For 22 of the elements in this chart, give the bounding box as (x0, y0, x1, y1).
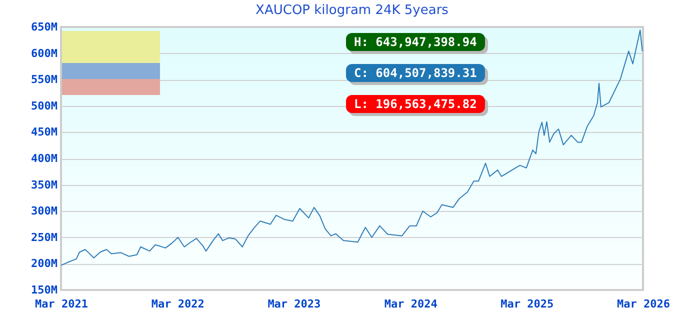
y-tick-label: 400M (31, 152, 58, 165)
x-tick-label: Mar 2022 (151, 298, 204, 310)
annotation: L: 196,563,475.82 (346, 95, 485, 113)
x-tick-label: Mar 2024 (384, 298, 438, 310)
annotation: C: 604,507,839.31 (346, 64, 485, 82)
y-tick-label: 300M (31, 204, 58, 218)
y-tick-label: 500M (31, 99, 58, 112)
y-tick-label: 150M (31, 284, 58, 296)
y-tick-label: 250M (31, 230, 58, 244)
y-tick-label: 600M (31, 46, 58, 60)
y-tick-label: 200M (31, 257, 58, 270)
y-tick-label: 450M (31, 126, 58, 139)
y-tick-label: 650M (31, 20, 58, 34)
y-tick-label: 350M (31, 178, 58, 192)
x-tick-label: Mar 2026 (617, 298, 670, 310)
annotation: H: 643,947,398.94 (346, 33, 485, 51)
x-tick-label: Mar 2025 (500, 298, 554, 310)
line-series (61, 30, 643, 266)
y-tick-label: 550M (31, 73, 58, 86)
chart-title: XAUCOP kilogram 24K 5years (256, 3, 449, 18)
x-tick-label: Mar 2021 (35, 298, 88, 310)
x-tick-label: Mar 2023 (268, 298, 321, 310)
